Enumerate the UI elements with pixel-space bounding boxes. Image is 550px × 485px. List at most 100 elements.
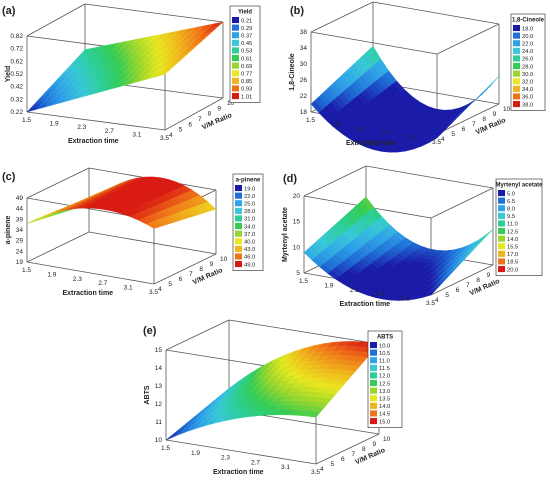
z-tick-label: 0.22 [10,109,23,116]
legend-swatch [232,32,239,39]
legend-swatch [370,364,377,371]
z-tick-label: 49 [16,195,24,202]
z-axis: 5 10 15 20 Myrtenyl acetate [282,193,300,277]
color-legend: Yield 0.21 0.29 0.370.45 0.530.61 0.69 0.770.8… [229,5,261,103]
legend-title: 1,8-Cineole [512,18,545,24]
x-tick-label: 1.9 [50,121,59,128]
y-tick-label: 8 [476,277,480,284]
x-tick-label: 2.7 [98,280,107,287]
legend-swatch [498,212,505,219]
legend-label: 34.0 [522,87,533,93]
x-tick-label: 3.1 [281,464,290,471]
z-axis: 18 22 26 30 34 38 1,8-Cineole [289,29,307,116]
legend-label: 46.0 [244,255,255,261]
box-edge [303,165,367,197]
legend-swatch [498,235,505,242]
x-axis: 1.5 1.9 2.3 2.7 3.1 3.5 Extraction time [299,278,435,308]
y-tick-label: 8 [482,116,486,123]
z-tick-label: 26 [300,77,308,84]
y-tick-label: 5 [168,281,172,288]
legend-swatch [513,70,520,77]
legend-label: 11.0 [507,222,518,228]
legend-label: 1.01 [241,94,252,100]
z-tick-label: 0.42 [10,84,23,91]
legend-swatch [235,261,242,268]
box-edge [84,3,224,23]
legend-label: 12.5 [507,229,518,235]
panel-label: (e) [143,325,157,337]
legend-swatch [513,47,520,54]
legend-swatch [235,253,242,260]
z-tick-label: 29 [16,238,24,245]
legend-swatch [370,380,377,387]
legend-label: 0.45 [241,41,252,47]
y-tick-label: 7 [189,271,193,278]
y-tick-label: 7 [466,282,470,289]
x-tick-label: 2.3 [356,126,365,133]
y-tick-label: 9 [217,105,221,112]
y-tick-label: 9 [493,111,497,118]
legend-swatch [232,62,239,69]
z-tick-label: 10 [155,437,163,444]
z-axis: 19 24 29 34 39 44 49 a-pinene [5,195,23,266]
x-tick-label: 1.5 [22,267,31,274]
x-tick-label: 2.7 [105,128,114,135]
x-tick-label: 1.5 [22,117,31,124]
x-tick-label: 2.3 [221,455,230,462]
y-axis-title: V/M Ratio [475,117,507,136]
panel-label: (d) [283,173,297,185]
legend-label: 0.77 [241,72,252,78]
legend-swatch [235,223,242,230]
legend-title: Yield [238,10,252,16]
legend-label: 14.0 [379,404,390,410]
x-axis: 1.5 1.9 2.3 2.7 3.1 3.5 Extraction time [161,445,320,476]
response-surface [165,341,380,441]
z-tick-label: 24 [16,248,24,255]
legend-swatch [498,197,505,204]
z-tick-label: 44 [16,206,24,213]
z-axis: 0.22 0.32 0.42 0.52 0.62 0.72 0.82 Yield [5,33,23,116]
y-tick-label: 10 [503,106,511,113]
x-tick-label: 1.5 [306,117,315,124]
legend-swatch [513,63,520,70]
legend-swatch [370,402,377,409]
legend-label: 5.0 [507,191,515,197]
legend-label: 28.0 [244,209,255,215]
y-axis-title: V/M Ratio [201,112,233,131]
x-axis-title: Extraction time [68,138,119,145]
legend-swatch [513,55,520,62]
y-axis-title: V/M Ratio [354,447,386,466]
x-axis-title: Extraction time [63,290,114,297]
z-axis-title: Myrtenyl acetate [282,207,289,262]
x-tick-label: 3.1 [124,285,133,292]
legend-label: 26.0 [522,57,533,63]
legend-label: 15.0 [379,419,390,425]
legend-label: 19.0 [244,186,255,192]
x-tick-label: 3.1 [132,131,141,138]
box-edge [436,23,500,55]
chart-panel-a: (a) 1.5 1.9 2.3 2.7 3.1 3.5 Extraction time 4567… [2,3,261,145]
legend-label: 20.0 [507,267,518,273]
z-axis-title: Yield [5,66,12,82]
y-tick-label: 8 [362,446,366,453]
surface-cell [145,222,159,229]
z-tick-label: 0.82 [10,33,23,40]
color-legend: ABTS 10.0 10.5 11.011.5 12.012.5 13.0 13.514.0… [367,330,403,428]
legend-label: 43.0 [244,247,255,253]
legend-label: 28.0 [522,64,533,70]
box-edge [26,231,90,263]
box-edge [26,111,166,131]
x-tick-label: 1.9 [47,271,56,278]
box-edge [153,253,217,285]
legend-label: 9.5 [507,214,515,220]
legend-label: 18.5 [507,260,518,266]
z-tick-label: 13 [155,383,163,390]
y-axis-title: V/M Ratio [192,267,224,286]
y-tick-label: 4 [158,286,162,293]
legend-swatch [370,357,377,364]
box-edge [228,319,380,345]
z-tick-label: 18 [300,109,308,116]
legend-swatch [498,228,505,235]
legend-title: ABTS [377,335,393,341]
legend-label: 14.0 [507,237,518,243]
